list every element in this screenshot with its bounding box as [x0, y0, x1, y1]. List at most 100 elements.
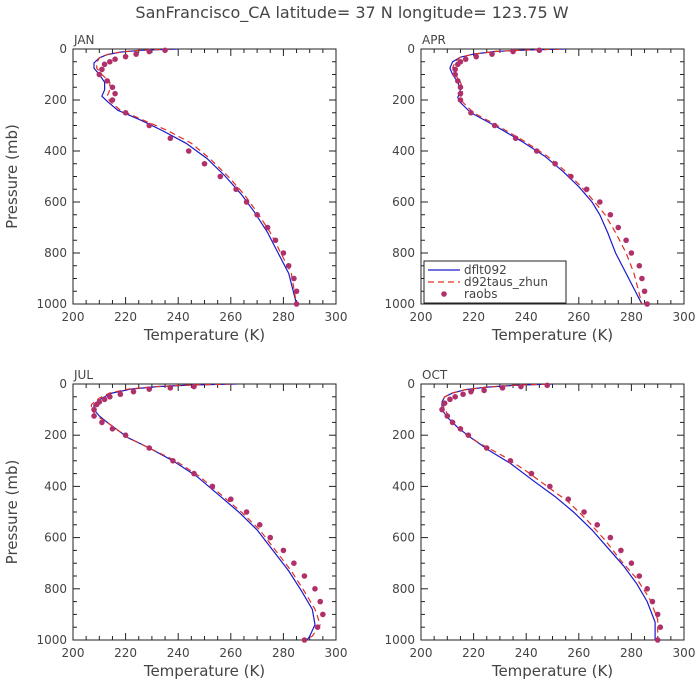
data-point-raobs [457, 426, 464, 432]
data-point-raobs [447, 396, 453, 403]
data-point-raobs [644, 301, 650, 307]
data-point-raobs [109, 97, 116, 103]
data-point-raobs [109, 426, 116, 432]
y-tick-label: 400 [392, 479, 415, 493]
data-point-raobs [641, 288, 648, 295]
x-tick-label: 200 [410, 310, 433, 324]
y-tick-label: 0 [59, 42, 67, 56]
panel-oct: 200 220 240 260 280 300 0 200 400 600 800 1000 Tempe… [384, 368, 695, 680]
data-point-raobs [597, 199, 603, 205]
x-tick-label: 300 [325, 646, 348, 660]
y-tick-label: 1000 [384, 633, 415, 647]
x-tick-label: 260 [219, 310, 242, 324]
series-line-dflt092 [449, 49, 643, 304]
data-point-raobs [457, 84, 464, 91]
data-point-raobs [449, 419, 456, 426]
data-point-raobs [499, 385, 506, 391]
data-point-raobs [547, 483, 553, 490]
data-point-raobs [133, 51, 139, 57]
data-point-raobs [636, 573, 643, 579]
y-tick-label: 800 [392, 246, 415, 260]
y-tick-label: 400 [392, 144, 415, 158]
data-point-raobs [581, 509, 587, 515]
data-point-raobs [654, 611, 661, 618]
x-tick-label: 220 [462, 310, 485, 324]
plot-frame [420, 383, 685, 641]
data-point-raobs [130, 388, 137, 395]
panel-label: JAN [73, 33, 95, 47]
data-point-raobs [280, 547, 287, 554]
data-point-raobs [452, 66, 458, 73]
data-point-raobs [228, 496, 234, 503]
y-tick-label: 1000 [384, 297, 415, 311]
data-point-raobs [285, 262, 292, 269]
x-tick-label: 280 [272, 310, 295, 324]
data-point-raobs [91, 406, 97, 413]
data-point-raobs [489, 51, 495, 57]
data-point-raobs [256, 522, 263, 528]
y-tick-label: 600 [392, 531, 415, 545]
y-tick-label: 400 [44, 479, 67, 493]
series-line-dflt092 [93, 49, 298, 304]
data-point-raobs [99, 66, 105, 73]
data-point-raobs [185, 148, 192, 154]
y-tick-label: 0 [407, 42, 415, 56]
data-point-raobs [583, 186, 590, 193]
y-tick-label: 200 [392, 428, 415, 442]
series-line-dflt092 [93, 384, 316, 640]
y-tick-label: 1000 [36, 633, 67, 647]
panel-label: APR [422, 33, 446, 47]
x-tick-label: 200 [62, 646, 85, 660]
y-tick-label: 0 [407, 377, 415, 391]
data-point-raobs [293, 301, 300, 307]
data-point-raobs [639, 275, 645, 282]
data-point-raobs [162, 47, 168, 54]
series-line-d92taus-zhun [90, 384, 321, 640]
data-point-raobs [191, 383, 197, 390]
data-point-raobs [254, 211, 260, 218]
panel-jul: 200 220 240 260 280 300 0 200 400 600 800 1000 Tempe… [3, 368, 347, 680]
x-tick-label: 220 [114, 310, 137, 324]
data-point-raobs [122, 53, 129, 60]
data-point-raobs [280, 250, 287, 256]
data-point-raobs [552, 160, 558, 167]
panel-label: JUL [73, 368, 93, 382]
data-point-raobs [460, 391, 466, 398]
data-point-raobs [441, 400, 448, 407]
data-point-raobs [481, 387, 487, 394]
data-point-raobs [293, 288, 300, 295]
data-point-raobs [167, 135, 174, 142]
data-point-raobs [146, 386, 153, 392]
y-tick-label: 1000 [36, 297, 67, 311]
data-point-raobs [170, 458, 176, 464]
data-point-raobs [457, 90, 464, 97]
data-point-raobs [628, 560, 635, 566]
data-point-raobs [264, 224, 271, 231]
data-point-raobs [201, 160, 208, 167]
data-point-raobs [615, 224, 622, 231]
data-point-raobs [312, 586, 318, 592]
series-line-dflt092 [441, 384, 656, 640]
x-tick-label: 220 [114, 646, 137, 660]
data-point-raobs [291, 560, 297, 566]
data-point-raobs [512, 135, 519, 142]
data-point-raobs [544, 382, 551, 389]
x-tick-label: 280 [620, 646, 643, 660]
y-tick-label: 600 [44, 531, 67, 545]
data-point-raobs [468, 388, 474, 395]
legend-marker-raobs [441, 291, 447, 297]
data-point-raobs [191, 470, 197, 477]
data-point-raobs [533, 148, 540, 154]
data-point-raobs [107, 58, 113, 65]
data-point-raobs [491, 122, 498, 129]
x-tick-label: 300 [673, 646, 696, 660]
panel-label: OCT [422, 368, 448, 382]
data-point-raobs [468, 109, 474, 116]
data-point-raobs [657, 624, 664, 630]
data-point-raobs [101, 396, 108, 403]
data-point-raobs [507, 458, 514, 464]
plot-frame [72, 383, 337, 641]
data-point-raobs [122, 432, 129, 439]
data-point-raobs [439, 406, 445, 413]
